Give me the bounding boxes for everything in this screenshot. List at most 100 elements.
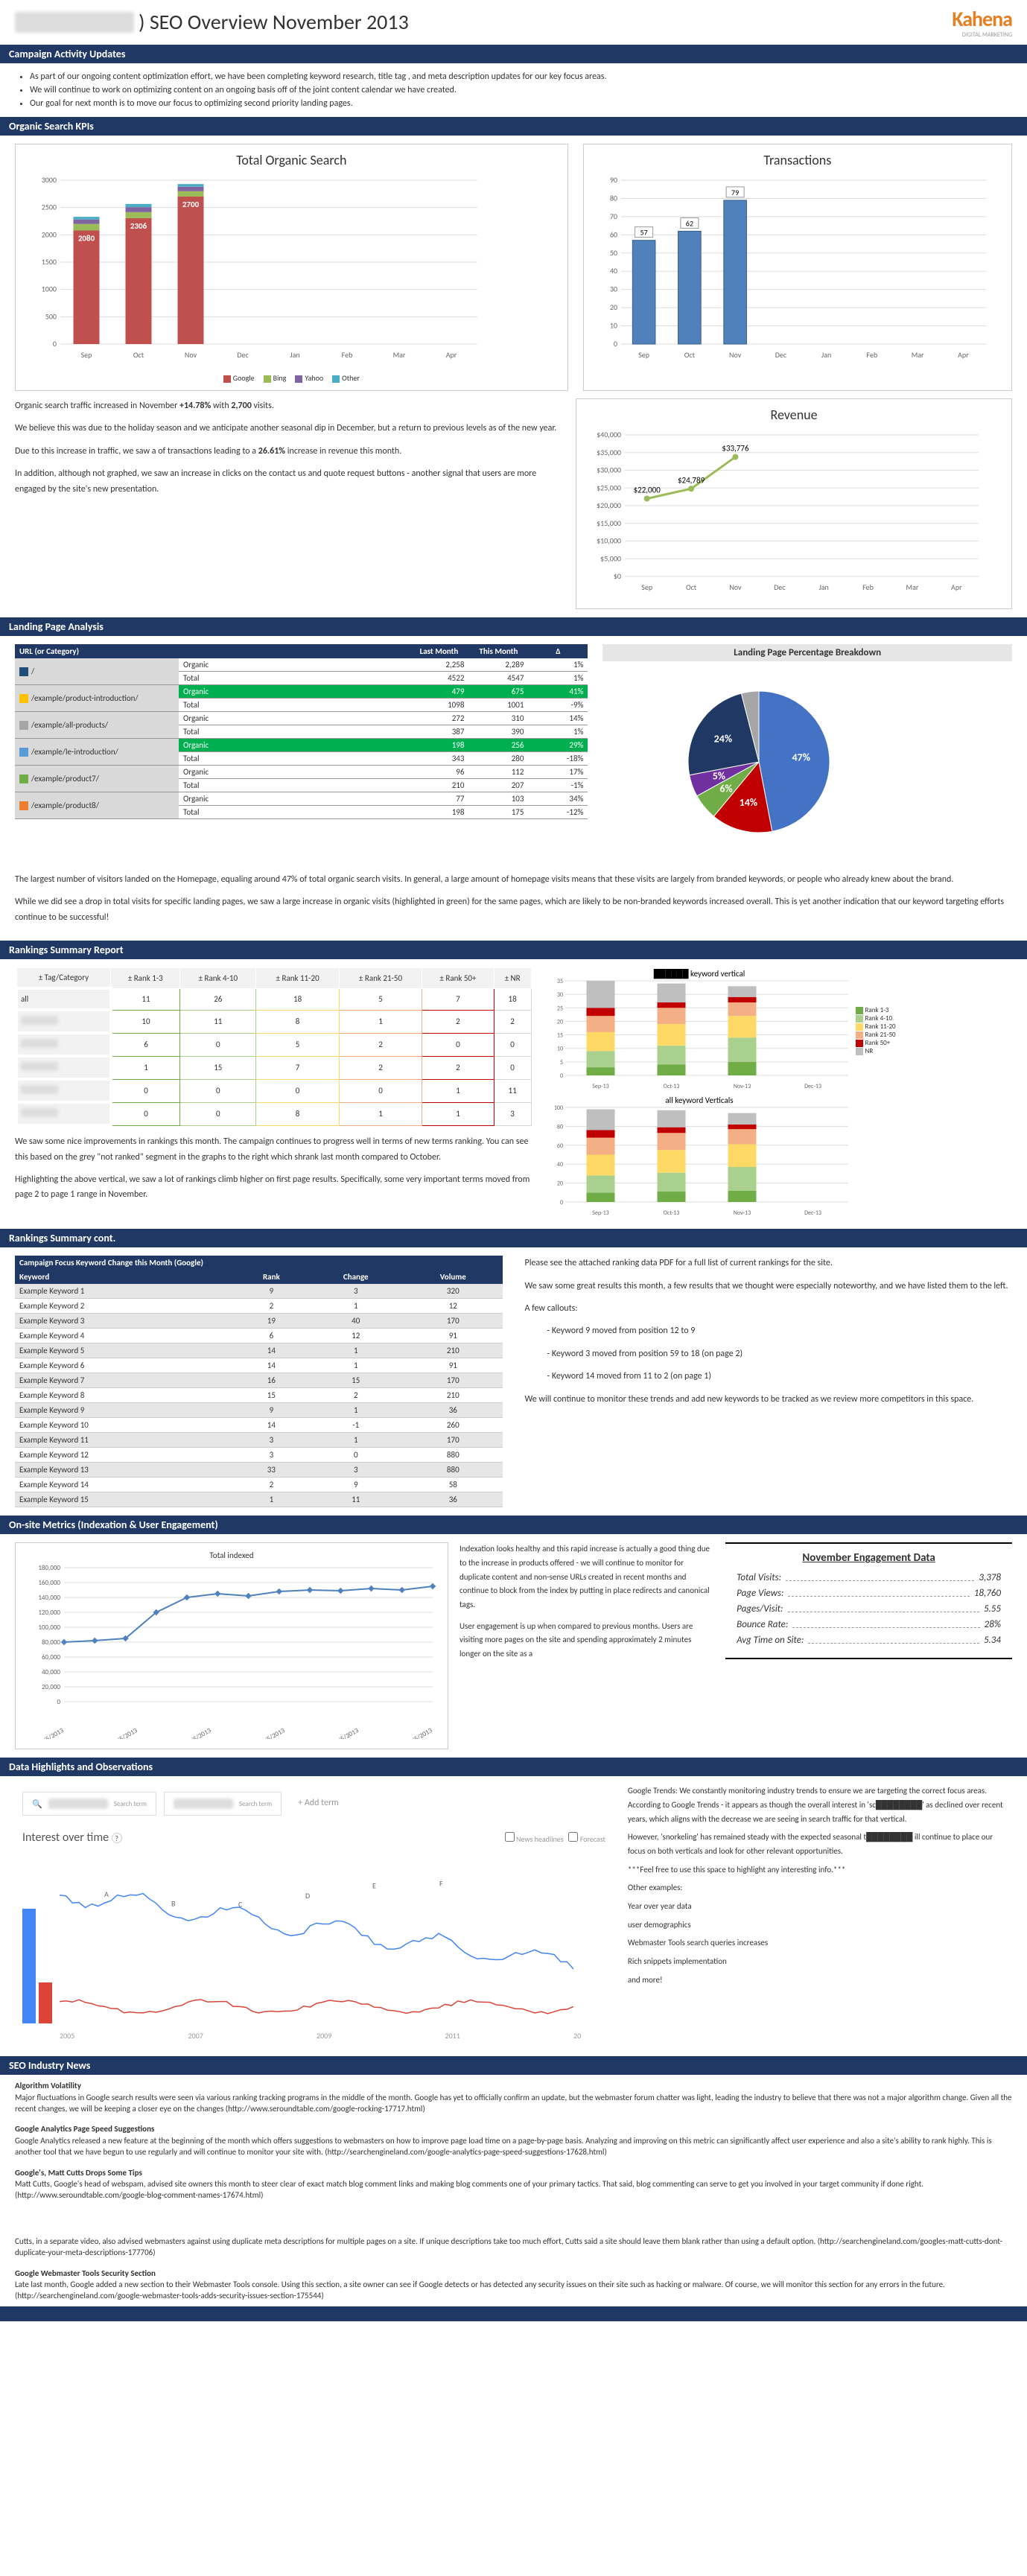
svg-text:1500: 1500 (42, 257, 57, 267)
section-highlights: Data Highlights and Observations (0, 1757, 1027, 1777)
news-item: Google's, Matt Cutts Drops Some TipsMatt… (0, 2163, 1027, 2263)
news-item: Algorithm VolatilityMajor fluctuations i… (0, 2076, 1027, 2119)
svg-text:E: E (372, 1881, 376, 1891)
section-onsite: On-site Metrics (Indexation & User Engag… (0, 1515, 1027, 1535)
svg-text:40: 40 (556, 1161, 562, 1168)
svg-text:D: D (305, 1891, 310, 1901)
svg-text:20: 20 (556, 1019, 562, 1026)
svg-text:60: 60 (556, 1142, 562, 1150)
indexation-chart: Total indexed 020,00040,00060,00080,0001… (15, 1542, 448, 1749)
svg-text:2005: 2005 (60, 2031, 74, 2041)
svg-text:80,000: 80,000 (42, 1638, 60, 1647)
indexation-narrative: Indexation looks healthy and this rapid … (460, 1542, 714, 1749)
campaign-bullet: Our goal for next month is to move our f… (30, 97, 1012, 110)
news-headlines-checkbox[interactable] (505, 1832, 515, 1842)
svg-text:160,000: 160,000 (38, 1579, 60, 1587)
svg-text:$33,776: $33,776 (722, 444, 749, 454)
svg-text:10: 10 (556, 1046, 562, 1053)
svg-text:$15,000: $15,000 (597, 518, 621, 528)
svg-text:$40,000: $40,000 (597, 430, 621, 439)
svg-text:9/5/2013: 9/5/2013 (334, 1726, 360, 1739)
svg-text:35: 35 (556, 978, 562, 985)
svg-text:Jan: Jan (821, 350, 831, 360)
svg-text:70: 70 (610, 212, 617, 221)
svg-text:B: B (171, 1899, 176, 1909)
svg-text:60,000: 60,000 (42, 1653, 60, 1661)
svg-text:Mar: Mar (393, 350, 406, 360)
svg-text:57: 57 (640, 228, 647, 238)
svg-text:50: 50 (610, 248, 617, 258)
section-landing: Landing Page Analysis (0, 617, 1027, 637)
svg-text:A: A (104, 1889, 109, 1899)
svg-text:all keyword Verticals: all keyword Verticals (665, 1095, 733, 1105)
svg-text:120,000: 120,000 (38, 1609, 60, 1617)
svg-text:Apr: Apr (951, 582, 962, 592)
svg-text:Dec: Dec (237, 350, 249, 360)
svg-text:$35,000: $35,000 (597, 448, 621, 457)
svg-text:24%: 24% (714, 732, 732, 745)
svg-text:Nov: Nov (729, 582, 742, 592)
svg-text:100,000: 100,000 (38, 1623, 60, 1632)
svg-text:100: 100 (553, 1104, 562, 1112)
svg-text:20: 20 (556, 1180, 562, 1188)
revenue-chart: Revenue $0$5,000$10,000$15,000$20,000$25… (576, 398, 1012, 609)
svg-text:Mar: Mar (906, 582, 919, 592)
svg-text:10/5/2013: 10/5/2013 (404, 1726, 434, 1739)
svg-text:Nov: Nov (185, 350, 197, 360)
svg-text:$20,000: $20,000 (597, 500, 621, 510)
svg-text:20: 20 (610, 302, 617, 312)
svg-text:2000: 2000 (42, 229, 57, 239)
svg-text:2011: 2011 (445, 2031, 460, 2041)
keyword-narrative: Please see the attached ranking data PDF… (525, 1256, 1013, 1507)
svg-text:5: 5 (559, 1059, 562, 1066)
svg-text:Sep: Sep (81, 350, 92, 360)
svg-text:Oct-13: Oct-13 (663, 1083, 679, 1090)
svg-text:6/5/2013: 6/5/2013 (112, 1726, 139, 1739)
campaign-bullets: As part of our ongoing content optimizat… (0, 64, 1027, 116)
svg-text:80: 80 (556, 1124, 562, 1131)
svg-text:30: 30 (556, 991, 562, 999)
svg-text:1000: 1000 (42, 284, 57, 294)
svg-text:10: 10 (610, 321, 617, 331)
svg-text:Sep-13: Sep-13 (592, 1083, 608, 1090)
landing-pie-chart: Landing Page Percentage Breakdown 47%14%… (602, 644, 1012, 857)
campaign-bullet: As part of our ongoing content optimizat… (30, 70, 1012, 83)
svg-text:Nov-13: Nov-13 (733, 1083, 750, 1090)
svg-text:Nov: Nov (729, 350, 742, 360)
svg-text:$30,000: $30,000 (597, 465, 621, 475)
svg-text:Dec: Dec (774, 582, 786, 592)
organic-search-chart: Total Organic Search 0500100015002000250… (15, 144, 568, 391)
svg-text:14%: 14% (740, 796, 757, 809)
trends-narrative: Google Trends: We constantly monitoring … (628, 1784, 1012, 2048)
svg-text:2007: 2007 (188, 2031, 203, 2041)
svg-text:Apr: Apr (958, 350, 969, 360)
svg-text:30: 30 (610, 284, 617, 294)
svg-text:40: 40 (610, 266, 617, 276)
svg-text:C: C (238, 1900, 243, 1909)
svg-text:0: 0 (559, 1199, 562, 1206)
svg-text:2013: 2013 (573, 2031, 581, 2041)
svg-text:47%: 47% (792, 751, 810, 764)
svg-text:F: F (439, 1879, 443, 1889)
svg-text:$5,000: $5,000 (600, 553, 621, 563)
search-icon: 🔍 (32, 1799, 42, 1809)
news-item: Google Analytics Page Speed SuggestionsG… (0, 2119, 1027, 2162)
svg-text:25: 25 (556, 1005, 562, 1012)
campaign-bullet: We will continue to work on optimizing c… (30, 83, 1012, 97)
svg-text:180,000: 180,000 (38, 1564, 60, 1572)
svg-text:Jan: Jan (290, 350, 299, 360)
svg-text:$22,000: $22,000 (634, 486, 661, 495)
svg-text:Apr: Apr (446, 350, 457, 360)
svg-text:$24,789: $24,789 (678, 475, 705, 485)
engagement-data: November Engagement Data Total Visits:3,… (725, 1542, 1012, 1659)
svg-text:Nov-13: Nov-13 (733, 1209, 750, 1217)
add-term-button[interactable]: + Add term (289, 1792, 348, 1816)
svg-text:79: 79 (731, 188, 739, 197)
kpi-narrative: Organic search traffic increased in Nove… (15, 398, 561, 609)
logo: Kahena DIGITAL MARKETING (952, 6, 1012, 38)
svg-text:62: 62 (685, 218, 693, 228)
forecast-checkbox[interactable] (568, 1832, 578, 1842)
google-trends-widget: 🔍 Search term Search term + Add term Int… (15, 1784, 613, 2048)
report-header: ) SEO Overview November 2013 Kahena DIGI… (0, 0, 1027, 44)
svg-text:Oct-13: Oct-13 (663, 1209, 679, 1217)
